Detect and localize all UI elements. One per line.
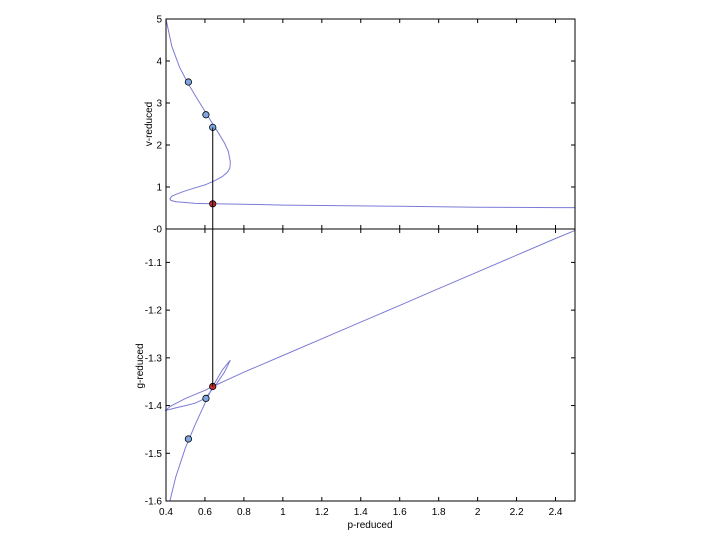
bottom-x-tick-label: 0.6 xyxy=(198,507,212,518)
top-y-tick-label: 1 xyxy=(156,183,162,194)
bottom-series-line-1 xyxy=(164,229,576,412)
bottom-x-tick-label: 2.4 xyxy=(549,507,563,518)
bottom-x-tick-label: 1.8 xyxy=(432,507,446,518)
bottom-x-tick-label: 0.8 xyxy=(237,507,251,518)
bottom-markers xyxy=(184,382,217,443)
top-axes-frame xyxy=(165,18,576,230)
top-y-tick-label: 2 xyxy=(156,141,162,152)
top-y-axis-label: v-reduced xyxy=(144,102,155,146)
bottom-y-ticks: -1.6 -1.5 -1.4 -1.3 -1.2 -1.1 xyxy=(145,258,575,508)
top-series-line-0 xyxy=(165,18,575,209)
bottom-series-line-0 xyxy=(169,359,231,502)
bottom-y-tick-label: -1.6 xyxy=(145,497,163,508)
bottom-x-tick-label: 1.6 xyxy=(393,507,407,518)
top-markers xyxy=(184,78,217,208)
bottom-x-tick-label: 2.2 xyxy=(510,507,524,518)
bottom-y-tick-label: -1.1 xyxy=(145,258,163,269)
bottom-data-point-0 xyxy=(184,435,192,443)
bottom-x-ticks: 0.4 0.6 0.8 1 1.2 1.4 1.6 1.8 2 2.2 2.4 xyxy=(159,229,563,518)
bottom-x-tick-label: 1 xyxy=(280,507,286,518)
top-data-point-0 xyxy=(184,78,192,86)
top-y-tick-label: -0 xyxy=(153,225,162,236)
bottom-y-tick-label: -1.5 xyxy=(145,449,163,460)
top-x-ticks xyxy=(165,19,557,229)
bottom-x-axis-label: p-reduced xyxy=(347,520,392,531)
bottom-data-point-1 xyxy=(202,394,210,403)
bottom-x-tick-label: 2 xyxy=(475,507,481,518)
bottom-y-axis-label: g-reduced xyxy=(135,343,146,388)
top-panel: -0 1 2 3 4 5 v-reduced xyxy=(144,15,576,236)
bottom-x-tick-label: 0.4 xyxy=(159,507,173,518)
bottom-x-tick-label: 1.2 xyxy=(315,507,329,518)
bottom-panel: -1.6 -1.5 -1.4 -1.3 -1.2 -1.1 0.4 0.6 0.8 1 1.2 1.… xyxy=(135,228,576,531)
top-y-tick-label: 3 xyxy=(156,99,162,110)
top-curves xyxy=(165,18,575,209)
top-data-point-1 xyxy=(202,111,210,119)
top-y-ticks: -0 1 2 3 4 5 xyxy=(153,15,575,236)
bottom-y-tick-label: -1.4 xyxy=(145,401,163,412)
bottom-x-tick-label: 1.4 xyxy=(354,507,368,518)
bottom-curves xyxy=(164,229,576,502)
bottom-y-tick-label: -1.2 xyxy=(145,306,163,317)
bottom-y-tick-label: -1.3 xyxy=(145,353,163,364)
bottom-axes-frame xyxy=(165,228,576,502)
top-y-tick-label: 4 xyxy=(156,57,162,68)
top-y-tick-label: 5 xyxy=(156,15,162,26)
